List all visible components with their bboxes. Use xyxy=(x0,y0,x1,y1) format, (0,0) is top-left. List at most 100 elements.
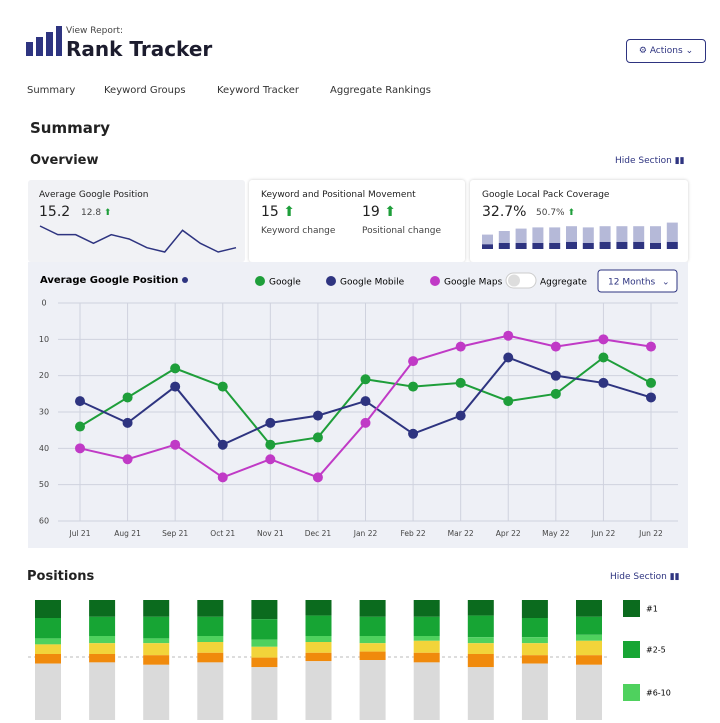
bar-segment xyxy=(498,231,510,243)
data-point xyxy=(503,330,514,341)
bar-segment xyxy=(251,639,278,647)
y-tick-label: 10 xyxy=(39,335,49,344)
data-point xyxy=(312,432,323,443)
data-point xyxy=(312,410,323,421)
dropdown-caret: ⌄ xyxy=(662,278,670,288)
x-tick-label: May 22 xyxy=(542,529,570,538)
bar-segment xyxy=(197,616,224,636)
data-point xyxy=(75,421,85,432)
bar-segment xyxy=(89,636,116,644)
legend-label: #6-10 xyxy=(646,689,671,698)
bar-segment xyxy=(305,615,332,636)
legend-marker xyxy=(255,276,265,286)
nav-tab[interactable]: Summary xyxy=(27,85,76,96)
bar-segment xyxy=(650,243,661,249)
x-tick-label: Feb 22 xyxy=(400,529,425,538)
bar-segment xyxy=(305,661,332,720)
hide-label: Hide Section xyxy=(610,572,667,582)
data-point xyxy=(408,381,419,392)
bar-segment xyxy=(582,243,594,249)
metric-value: 19 xyxy=(362,204,380,220)
bar-segment xyxy=(89,662,116,720)
legend-marker xyxy=(623,684,640,701)
bar-segment xyxy=(599,241,611,249)
data-point xyxy=(598,334,609,345)
bar-segment xyxy=(305,652,332,662)
card[interactable]: Keyword and Positional Movement 15 ⬆ Key… xyxy=(249,180,465,262)
x-tick-label: Aug 21 xyxy=(114,529,141,538)
bar-segment xyxy=(197,662,224,720)
y-tick-label: 20 xyxy=(39,371,49,380)
bar-segment xyxy=(143,638,170,644)
data-point xyxy=(598,377,609,388)
bar-segment xyxy=(251,600,278,620)
card-value: 15.2 xyxy=(39,204,71,220)
page-title: Rank Tracker xyxy=(66,37,213,61)
data-point xyxy=(75,396,85,407)
bar-segment xyxy=(143,655,170,665)
bar-segment xyxy=(582,227,594,243)
sparkline xyxy=(39,225,237,253)
data-point xyxy=(646,341,656,352)
card[interactable]: Average Google Position 15.2 12.8 ⬆ xyxy=(28,180,245,262)
bar-segment xyxy=(413,662,440,720)
actions-button[interactable]: ⚙ Actions ⌄ xyxy=(626,39,706,63)
legend-label: Google Maps xyxy=(444,278,503,288)
bar-segment xyxy=(532,243,544,249)
hide-section[interactable]: Hide Section ▮▮ xyxy=(615,156,685,166)
bar-segment xyxy=(532,227,544,243)
bar-segment xyxy=(521,643,548,656)
data-point xyxy=(360,374,371,385)
bar-segment xyxy=(251,619,278,640)
sparkline-path xyxy=(39,225,237,253)
data-point xyxy=(265,417,276,428)
bar-segment xyxy=(251,667,278,720)
change-value: 50.7% xyxy=(536,208,565,218)
data-point xyxy=(550,370,561,381)
nav-tab[interactable]: Keyword Tracker xyxy=(217,85,299,96)
section-title: Summary xyxy=(30,119,111,137)
bar-segment xyxy=(633,226,645,242)
bar-segment xyxy=(616,226,628,242)
bar-segment xyxy=(35,600,61,618)
period-dropdown[interactable] xyxy=(597,269,678,293)
legend-marker xyxy=(326,276,336,286)
y-tick-label: 60 xyxy=(39,517,49,526)
bar-segment xyxy=(576,664,602,720)
bar-segment xyxy=(35,663,61,720)
nav-tab[interactable]: Aggregate Rankings xyxy=(330,85,431,96)
info-icon[interactable] xyxy=(182,277,188,283)
legend-label: Google xyxy=(269,278,301,288)
bar-segment xyxy=(515,228,527,243)
bar-segment xyxy=(251,657,278,668)
bar-segment xyxy=(305,600,332,616)
data-point xyxy=(360,417,371,428)
report-label: View Report: xyxy=(66,26,124,36)
data-point xyxy=(408,428,419,439)
data-point xyxy=(455,341,466,352)
bar-segment xyxy=(482,244,493,249)
period-label: 12 Months xyxy=(608,278,656,288)
bar-segment xyxy=(413,652,440,663)
y-tick-label: 40 xyxy=(39,444,49,453)
bar-segment xyxy=(576,640,602,656)
card-change: 12.8 ⬆ xyxy=(81,208,112,218)
hide-section[interactable]: Hide Section ▮▮ xyxy=(610,572,680,582)
bar-segment xyxy=(576,616,602,635)
data-point xyxy=(217,381,228,392)
nav-tab[interactable]: Keyword Groups xyxy=(104,85,186,96)
bar-segment xyxy=(576,600,602,617)
bar-segment xyxy=(633,241,645,249)
bar-segment xyxy=(650,226,661,243)
bar-segment xyxy=(143,616,170,639)
bar-segment xyxy=(359,660,386,720)
bar-segment xyxy=(35,638,61,645)
bar-segment xyxy=(666,222,678,242)
card-title: Keyword and Positional Movement xyxy=(261,190,416,200)
data-point xyxy=(550,341,561,352)
bar-segment xyxy=(359,643,386,652)
coverage-bars xyxy=(482,222,678,249)
bar-segment xyxy=(576,655,602,665)
bar-segment xyxy=(35,644,61,654)
